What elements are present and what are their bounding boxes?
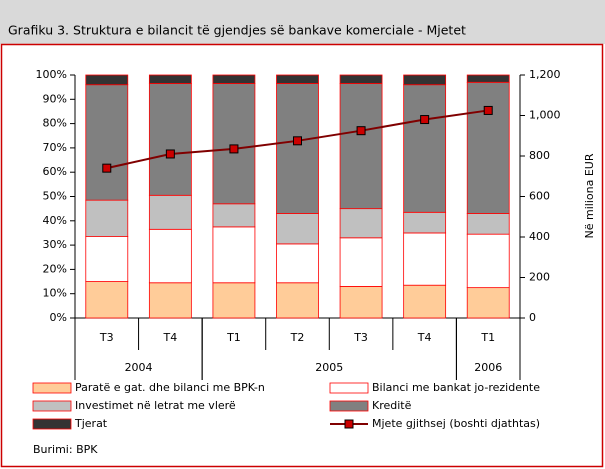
bar-segment — [212, 83, 256, 205]
x-tick-label: T3 — [99, 331, 114, 344]
bar-segment — [85, 74, 129, 86]
bar-segment — [212, 282, 256, 319]
bar-segment — [148, 194, 192, 230]
bar-segment — [403, 284, 447, 319]
legend-label: Paratë e gat. dhe bilanci me BPK-n — [75, 381, 265, 394]
bar-segment — [212, 74, 256, 84]
bar-segment — [85, 281, 129, 319]
bar-segment — [403, 211, 447, 234]
bar-segment — [466, 233, 510, 289]
bar-segment — [403, 74, 447, 86]
legend-swatch — [329, 400, 369, 412]
bar-segment — [339, 74, 383, 84]
legend-label: Bilanci me bankat jo-rezidente — [372, 381, 540, 394]
y-tick-label: 90% — [43, 92, 67, 105]
bar-segment — [85, 236, 129, 282]
legend-label: Tjerat — [74, 417, 108, 430]
x-tick-label: T3 — [353, 331, 368, 344]
bar-segment — [148, 282, 192, 319]
group-label: 2006 — [474, 361, 502, 374]
chart-title: Grafiku 3. Struktura e bilancit të gjend… — [8, 23, 466, 38]
bar-segment — [212, 226, 256, 284]
bar-segment — [466, 81, 510, 214]
source: Burimi: BPK — [33, 443, 98, 456]
legend-swatch — [32, 400, 72, 412]
bar-segment — [466, 287, 510, 319]
bar-segment — [148, 83, 192, 196]
bar-segment — [339, 208, 383, 239]
line-marker — [420, 115, 430, 125]
bar-segment — [339, 286, 383, 319]
bar-segment — [466, 213, 510, 235]
legend-label: Investimet në letrat me vlerë — [75, 399, 236, 412]
bar-segment — [276, 83, 319, 214]
bar-segment — [276, 213, 319, 245]
legend-swatch — [329, 382, 369, 394]
y-tick-label: 30% — [43, 238, 67, 251]
y-tick-label: 0% — [50, 311, 67, 324]
legend-swatch — [32, 418, 72, 430]
x-tick-label: T4 — [417, 331, 432, 344]
legend-label: Kreditë — [372, 399, 412, 412]
line-marker — [229, 144, 239, 154]
bar-segment — [276, 282, 319, 319]
group-label: 2004 — [125, 361, 153, 374]
y-tick-label: 40% — [43, 214, 67, 227]
y-tick-label: 50% — [43, 190, 67, 203]
y-tick-label: 70% — [43, 141, 67, 154]
line-marker — [102, 163, 112, 173]
line-marker — [483, 105, 493, 115]
x-tick-label: T4 — [162, 331, 177, 344]
legend-marker — [344, 419, 354, 429]
y2-tick-label: 1,000 — [529, 109, 561, 122]
x-tick-label: T2 — [290, 331, 305, 344]
bar-segment — [276, 243, 319, 284]
bar-segment — [466, 74, 510, 83]
y2-tick-label: 200 — [529, 271, 550, 284]
y-tick-label: 80% — [43, 117, 67, 130]
y-tick-label: 100% — [36, 68, 67, 81]
bar-segment — [85, 199, 129, 237]
y2-tick-label: 800 — [529, 149, 550, 162]
title-band — [0, 0, 605, 44]
y2-tick-label: 600 — [529, 190, 550, 203]
y-tick-label: 10% — [43, 287, 67, 300]
y2-tick-label: 1,200 — [529, 68, 561, 81]
group-label: 2005 — [315, 361, 343, 374]
bar-segment — [212, 203, 256, 228]
y2-tick-label: 400 — [529, 230, 550, 243]
x-tick-label: T1 — [480, 331, 495, 344]
bar-segment — [403, 84, 447, 213]
legend-swatch — [32, 382, 72, 394]
bar-segment — [276, 74, 319, 84]
legend-label: Mjete gjithsej (boshti djathtas) — [372, 417, 540, 430]
bar-segment — [339, 237, 383, 287]
bar-segment — [148, 74, 192, 84]
bar-segment — [403, 232, 447, 286]
bar-segment — [339, 83, 383, 210]
bar-segment — [85, 84, 129, 201]
line-marker — [356, 126, 366, 136]
y-tick-label: 20% — [43, 262, 67, 275]
y2-tick-label: 0 — [529, 311, 536, 324]
y-tick-label: 60% — [43, 165, 67, 178]
line-marker — [165, 149, 175, 159]
x-tick-label: T1 — [226, 331, 241, 344]
line-marker — [293, 136, 302, 146]
y2-axis-title: Në miliona EUR — [583, 153, 596, 238]
bar-segment — [148, 228, 192, 284]
